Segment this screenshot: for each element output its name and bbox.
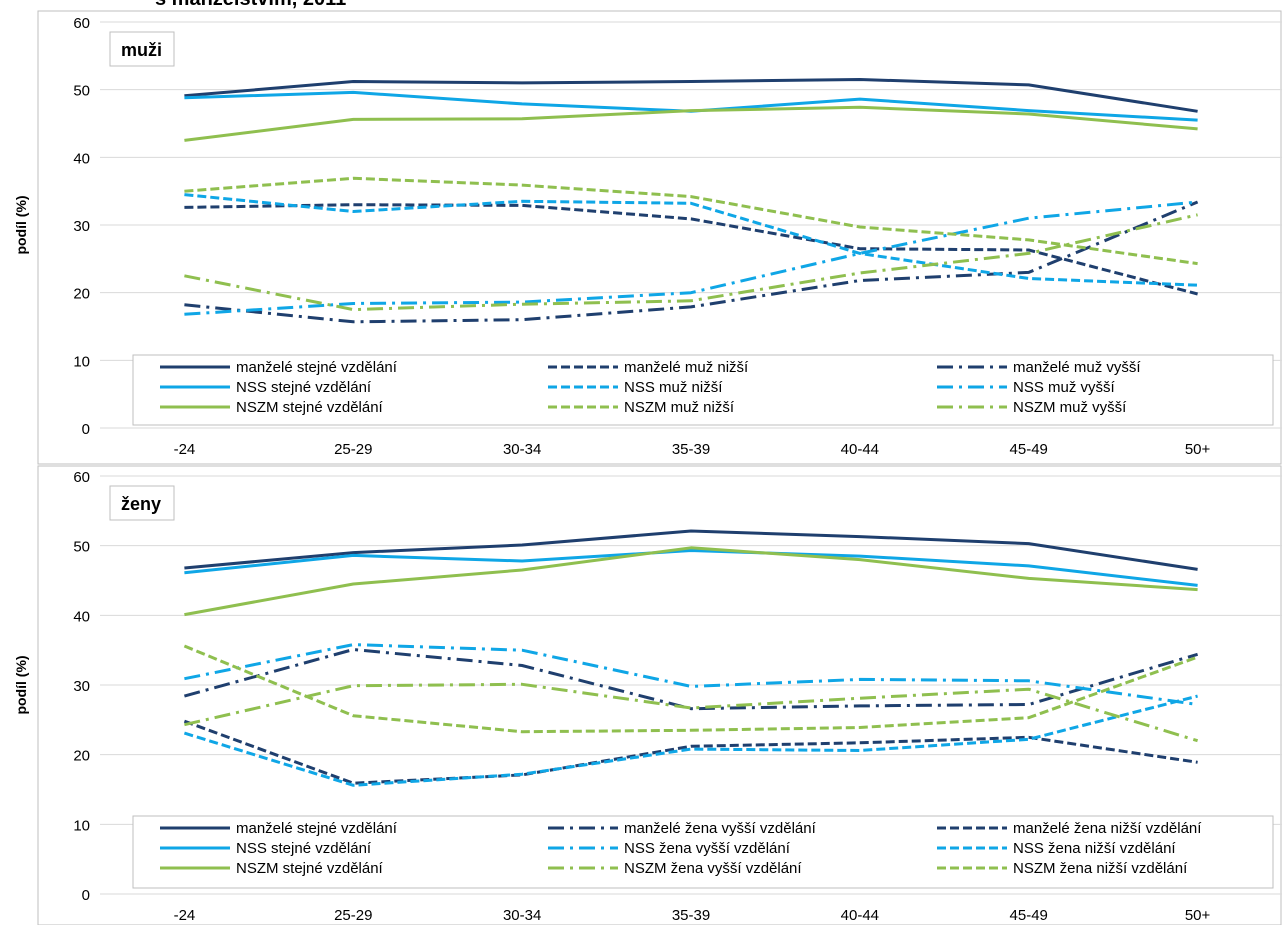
series-line-2 — [183, 719, 1198, 785]
y-tick-label: 10 — [73, 353, 90, 370]
panel-label: ženy — [121, 494, 161, 514]
x-tick-label: 40-44 — [841, 907, 879, 924]
x-tick-label: 45-49 — [1010, 907, 1048, 924]
y-tick-label: 0 — [82, 887, 90, 904]
legend-entry: NSS stejné vzdělání — [236, 379, 372, 396]
x-tick-label: -24 — [174, 907, 196, 924]
y-tick-label: 40 — [73, 150, 90, 167]
legend-entry: NSZM žena nižší vzdělání — [1013, 860, 1188, 877]
legend-entry: NSS muž nižší — [624, 379, 723, 396]
y-tick-label: 60 — [73, 15, 90, 32]
series-line-1 — [184, 203, 1198, 296]
figure-title: s manželstvím, 2011 — [155, 0, 346, 11]
y-tick-label: 20 — [73, 748, 90, 765]
x-tick-label: 35-39 — [672, 441, 710, 458]
x-tick-label: 50+ — [1185, 441, 1211, 458]
x-tick-label: 25-29 — [334, 907, 372, 924]
series-line-5 — [184, 200, 1198, 316]
y-axis-label: podíl (%) — [13, 655, 29, 714]
panel-label-box — [109, 485, 175, 521]
x-tick-label: 40-44 — [841, 441, 879, 458]
legend-entry: NSS žena vyšší vzdělání — [624, 840, 791, 857]
series-line-6 — [184, 546, 1198, 617]
series-line-2 — [184, 200, 1199, 324]
legend-entry: manželé žena vyšší vzdělání — [624, 820, 817, 837]
series-line-8 — [184, 213, 1198, 312]
chart-frame — [37, 10, 1282, 465]
y-tick-label: 30 — [73, 218, 90, 235]
legend-entry: NSS žena nižší vzdělání — [1013, 840, 1176, 857]
legend-entry: NSZM muž vyšší — [1013, 399, 1127, 416]
series-line-8 — [183, 644, 1199, 734]
x-tick-label: 30-34 — [503, 907, 541, 924]
series-line-0 — [184, 78, 1198, 113]
legend-entry: manželé žena nižší vzdělání — [1013, 820, 1202, 837]
y-tick-label: 0 — [82, 421, 90, 438]
legend-entry: NSZM stejné vzdělání — [236, 399, 384, 416]
legend-entry: manželé muž vyšší — [1013, 359, 1141, 376]
legend-box — [132, 815, 1274, 889]
series-line-4 — [184, 643, 1198, 706]
y-tick-label: 10 — [73, 817, 90, 834]
series-line-5 — [183, 694, 1198, 787]
panel-label: muži — [121, 40, 162, 60]
series-line-7 — [184, 176, 1198, 266]
chart-panel-1: 0 10 20 30 40 50 60 -24 25-29 30-34 35-39 40-44 45-4… — [13, 465, 1282, 926]
y-tick-label: 50 — [73, 83, 90, 100]
legend-box — [132, 354, 1274, 426]
series-line-4 — [184, 193, 1198, 287]
series-line-7 — [184, 682, 1199, 743]
series-line-3 — [184, 549, 1198, 587]
x-tick-label: 50+ — [1185, 907, 1211, 924]
x-tick-label: 25-29 — [334, 441, 372, 458]
y-tick-label: 30 — [73, 678, 90, 695]
legend-entry: manželé stejné vzdělání — [236, 820, 398, 837]
legend-entry: manželé stejné vzdělání — [236, 359, 398, 376]
y-axis-label: podíl (%) — [13, 195, 29, 254]
legend-entry: NSS stejné vzdělání — [236, 840, 372, 857]
y-tick-label: 60 — [73, 469, 90, 486]
series-line-0 — [184, 529, 1198, 571]
x-tick-label: 30-34 — [503, 441, 541, 458]
panel-label-box — [109, 31, 175, 67]
x-tick-label: 35-39 — [672, 907, 710, 924]
legend-entry: manželé muž nižší — [624, 359, 749, 376]
legend-entry: NSZM stejné vzdělání — [236, 860, 384, 877]
x-tick-label: 45-49 — [1010, 441, 1048, 458]
y-tick-label: 20 — [73, 286, 90, 303]
series-line-6 — [184, 105, 1198, 142]
y-tick-label: 50 — [73, 539, 90, 556]
series-line-1 — [184, 648, 1199, 711]
legend-entry: NSZM žena vyšší vzdělání — [624, 860, 802, 877]
x-tick-label: -24 — [174, 441, 196, 458]
legend-entry: NSS muž vyšší — [1013, 379, 1116, 396]
chart-panel-0: 0 10 20 30 40 50 60 -24 25-29 30-34 35-39 40-44 45-4… — [13, 10, 1282, 465]
legend-entry: NSZM muž nižší — [624, 399, 735, 416]
y-tick-label: 40 — [73, 608, 90, 625]
